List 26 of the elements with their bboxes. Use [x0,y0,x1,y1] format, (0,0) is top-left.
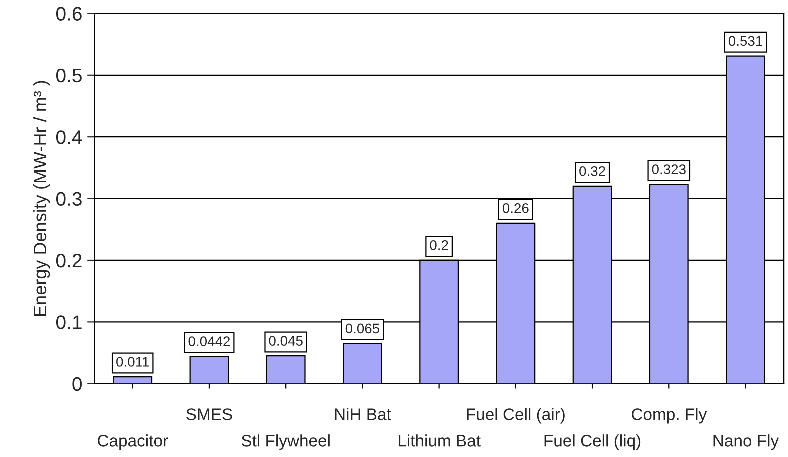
x-tick-label: Nano Fly [714,434,780,450]
data-label: 0.26 [502,203,529,214]
y-tick-label: 0.3 [56,192,82,206]
y-tick-label: 0.2 [56,254,82,268]
data-label: 0.531 [728,36,762,46]
data-label: 0.011 [116,357,150,367]
x-tick-label: SMES [186,408,232,420]
y-tick-label: 0 [72,377,82,392]
data-label: 0.0442 [188,336,230,346]
data-label: 0.323 [652,164,686,174]
data-label: 0.32 [580,166,606,176]
x-tick-label: Capacitor [98,434,168,450]
data-label: 0.065 [346,324,380,334]
y-tick-label: 0.4 [56,130,82,144]
data-label: 0.045 [269,336,303,346]
y-tick-label: 0.6 [56,7,82,21]
x-tick-label: Stl Flywheel [242,434,330,450]
x-tick-label: Lithium Bat [398,434,481,447]
y-axis-title: Energy Density (MW-Hr / m³ ) [33,81,50,316]
x-tick-label: Fuel Cell (liq) [544,434,641,450]
data-label: 0.2 [430,240,448,250]
x-tick-label: Comp. Fly [632,408,708,424]
y-tick-label: 0.5 [56,68,82,83]
y-tick-label: 0.1 [56,316,82,330]
x-tick-label: NiH Bat [335,408,392,420]
x-tick-label: Fuel Cell (air) [467,408,565,424]
